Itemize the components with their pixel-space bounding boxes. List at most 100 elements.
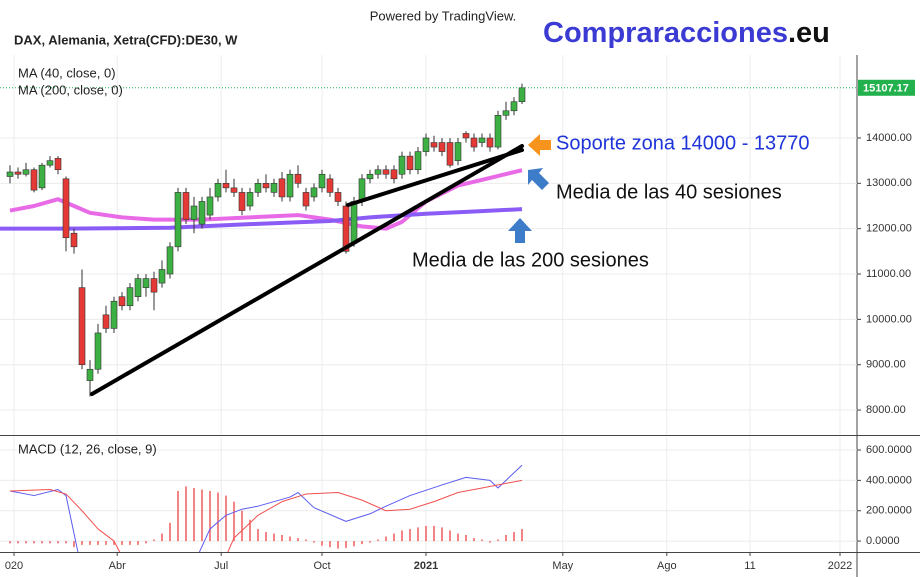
histogram-bar xyxy=(9,541,11,544)
histogram-bar xyxy=(457,533,459,542)
histogram-bar xyxy=(321,541,323,546)
candle-body xyxy=(214,183,222,198)
histogram-bar xyxy=(137,541,139,545)
candle-body xyxy=(262,183,270,189)
candle-body xyxy=(22,169,30,175)
candle-body xyxy=(54,158,62,171)
brand: Compraracciones.eu xyxy=(543,17,830,49)
histogram-bar xyxy=(369,541,371,543)
candle-body xyxy=(334,192,342,202)
candle-body xyxy=(78,287,86,366)
right-axis: 8000.00 9000.00 10000.00 11000.00 12000.00 13… xyxy=(857,79,915,547)
histogram-bar xyxy=(377,539,379,542)
candle-body xyxy=(510,101,518,112)
histogram-bar xyxy=(473,538,475,542)
price-pane xyxy=(0,83,857,397)
histogram-bar xyxy=(433,525,435,542)
candle-body xyxy=(230,187,238,193)
brand-suffix: .eu xyxy=(788,17,830,49)
histogram-bar xyxy=(289,536,291,542)
histogram-bar xyxy=(465,535,467,542)
candle-body xyxy=(302,192,310,207)
histogram-bar xyxy=(249,519,251,542)
x-tick-label: Oct xyxy=(313,560,330,572)
candle-body xyxy=(326,178,334,193)
candle-body xyxy=(494,115,502,148)
candle-body xyxy=(158,269,166,284)
candle-body xyxy=(342,205,350,252)
annotation: Soporte zona 14000 - 13770 xyxy=(556,132,810,154)
histogram-bar xyxy=(329,541,331,548)
histogram-bar xyxy=(65,541,67,544)
candle-body xyxy=(86,368,94,381)
y-tick-label: 600.0000 xyxy=(866,444,912,456)
macd-title: MACD (12, 26, close, 9) xyxy=(18,441,157,456)
y-tick-label: 12000.00 xyxy=(866,223,912,235)
candle-body xyxy=(62,178,70,239)
orange-arrow xyxy=(528,134,551,156)
candle-body xyxy=(6,171,14,177)
histogram-bar xyxy=(481,539,483,542)
y-tick-label: 400.0000 xyxy=(866,474,912,486)
x-tick-label: Abr xyxy=(109,560,126,572)
x-tick-label: 11 xyxy=(744,560,755,572)
histogram-bar xyxy=(409,528,411,542)
histogram-bar xyxy=(201,489,203,542)
candle-body xyxy=(142,278,150,288)
histogram-bar xyxy=(33,541,35,544)
histogram-bar xyxy=(521,528,523,542)
histogram-bar xyxy=(241,510,243,542)
candle-body xyxy=(438,142,446,152)
candle-body xyxy=(150,278,158,293)
histogram-bar xyxy=(177,491,179,542)
histogram-bar xyxy=(17,541,19,544)
histogram-bar xyxy=(297,538,299,542)
candle-body xyxy=(222,183,230,189)
histogram-bar xyxy=(505,535,507,542)
candle-body xyxy=(366,173,374,180)
candle-body xyxy=(278,178,286,198)
candle-body xyxy=(406,155,414,171)
last-price-label: 15107.17 xyxy=(863,83,909,95)
histogram-bar xyxy=(145,541,147,544)
histogram-bar xyxy=(161,533,163,542)
histogram-bar xyxy=(185,486,187,542)
histogram-bar xyxy=(257,528,259,542)
y-tick-label: 8000.00 xyxy=(866,404,906,416)
candle-body xyxy=(422,137,430,152)
candle-body xyxy=(14,171,22,175)
candle-body xyxy=(190,205,198,220)
candle-body xyxy=(502,110,510,116)
macd-grid xyxy=(0,437,857,552)
x-tick-label: 020 xyxy=(5,560,23,572)
histogram-bar xyxy=(337,541,339,549)
x-tick-label: Ago xyxy=(657,560,677,572)
histogram-bar xyxy=(401,530,403,542)
legend-entry: MA (40, close, 0) xyxy=(18,65,116,80)
histogram-bar xyxy=(193,487,195,542)
candle-body xyxy=(318,173,326,189)
trend-line xyxy=(346,148,524,207)
histogram-bar xyxy=(97,541,99,545)
candle-body xyxy=(270,183,278,193)
candle-body xyxy=(166,246,174,275)
candle-body xyxy=(30,169,38,191)
histogram-bar xyxy=(49,541,51,544)
trend-line xyxy=(90,144,524,396)
histogram-bar xyxy=(497,539,499,542)
histogram-bar xyxy=(73,541,75,548)
histogram-bar xyxy=(129,541,131,545)
candle-body xyxy=(310,187,318,198)
candle-body xyxy=(134,278,142,297)
chart-title: DAX, Alemania, Xetra(CFD):DE30, W xyxy=(14,32,238,47)
histogram-bar xyxy=(305,539,307,542)
histogram-bar xyxy=(273,533,275,542)
candle-body xyxy=(110,300,118,329)
candle-body xyxy=(254,183,262,193)
histogram-bar xyxy=(265,531,267,542)
y-tick-label: 14000.00 xyxy=(866,132,912,144)
candle-body xyxy=(398,155,406,175)
candle-body xyxy=(286,173,294,198)
candle-body xyxy=(350,201,358,243)
